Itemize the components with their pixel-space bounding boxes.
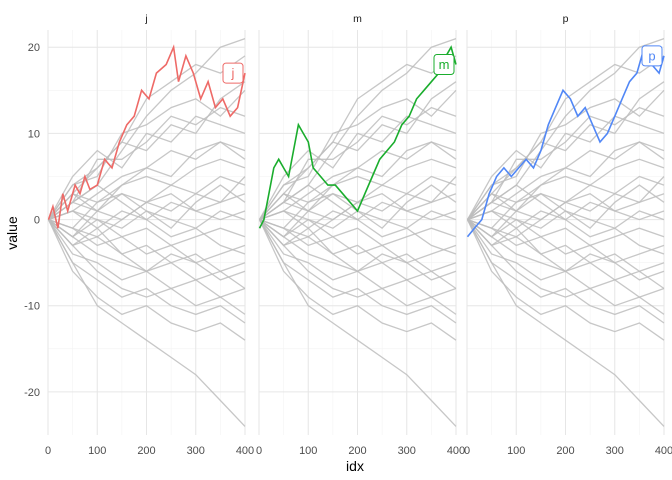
series-line-j [47,44,246,229]
facet-panel-m: mm [258,13,457,435]
x-tick-label: 200 [556,445,574,457]
background-series-line [259,219,457,281]
background-series-line [467,218,665,264]
series-end-label: m [433,53,455,75]
x-tick-label: 400 [236,445,254,457]
background-series-line [48,55,246,221]
series-end-label: j [222,62,244,84]
y-tick-label: 0 [34,215,40,227]
background-series-line [47,219,246,341]
background-series-line [259,106,457,221]
background-series-line [259,210,457,247]
background-series-line [466,81,665,220]
background-series-line [259,55,457,221]
background-series-line [467,55,665,221]
background-series-line [466,115,665,220]
x-tick-label: 300 [187,445,205,457]
background-series-line [258,219,457,324]
x-tick-label: 0 [45,445,51,457]
background-series-line [467,219,665,315]
facet-strip-label: p [563,13,569,25]
x-axis-title: idx [346,458,364,474]
background-series-line [258,81,457,220]
background-series-line [467,141,665,221]
x-tick-label: 300 [398,445,416,457]
background-series-line [48,218,246,264]
background-series-line [48,184,246,238]
background-series-line [258,219,457,341]
x-tick-label: 400 [655,445,672,457]
background-series-line [467,219,665,281]
background-series-line [47,81,246,220]
x-tick-label: 100 [299,445,317,457]
background-series-line [259,219,457,315]
y-axis-title: value [4,216,20,250]
background-series-line [48,141,246,221]
x-tick-label: 100 [507,445,525,457]
background-series-line [466,219,665,341]
x-tick-label: 0 [464,445,470,457]
y-tick-label: 10 [28,128,40,140]
background-series-line [467,176,665,238]
background-series-line [259,184,457,255]
background-series-line [467,210,665,247]
background-series-line [47,219,246,324]
y-tick-label: -20 [24,387,40,399]
facet-strip-label: j [144,13,147,25]
background-series-line [467,184,665,255]
facet-panel-p: pp [466,13,665,435]
svg-text:p: p [648,48,655,63]
x-tick-label: 400 [447,445,465,457]
facet-strip-label: m [353,13,362,25]
background-series-line [258,219,457,427]
background-series-line [259,218,457,264]
background-series-line [259,141,457,221]
background-series-line [467,184,665,238]
background-series-line [48,184,246,255]
x-tick-label: 300 [606,445,624,457]
series-end-label: p [641,45,663,67]
x-tick-label: 200 [137,445,155,457]
background-series-line [259,176,457,238]
background-series-line [47,115,246,220]
background-series-line [48,219,246,281]
background-series-line [47,219,246,427]
background-series-line [258,115,457,220]
svg-text:m: m [439,57,450,72]
x-tick-label: 100 [88,445,106,457]
background-series-line [48,176,246,238]
svg-text:j: j [231,66,235,81]
x-tick-label: 0 [256,445,262,457]
background-series-line [466,219,665,427]
series-line-p [466,44,665,238]
x-tick-label: 200 [348,445,366,457]
background-series-line [48,210,246,247]
background-series-line [466,219,665,324]
y-tick-label: -10 [24,301,40,313]
series-line-m [258,45,457,229]
facet-panel-j: jj [47,13,246,435]
background-series-line [467,106,665,221]
background-series-line [48,219,246,315]
y-tick-label: 20 [28,42,40,54]
